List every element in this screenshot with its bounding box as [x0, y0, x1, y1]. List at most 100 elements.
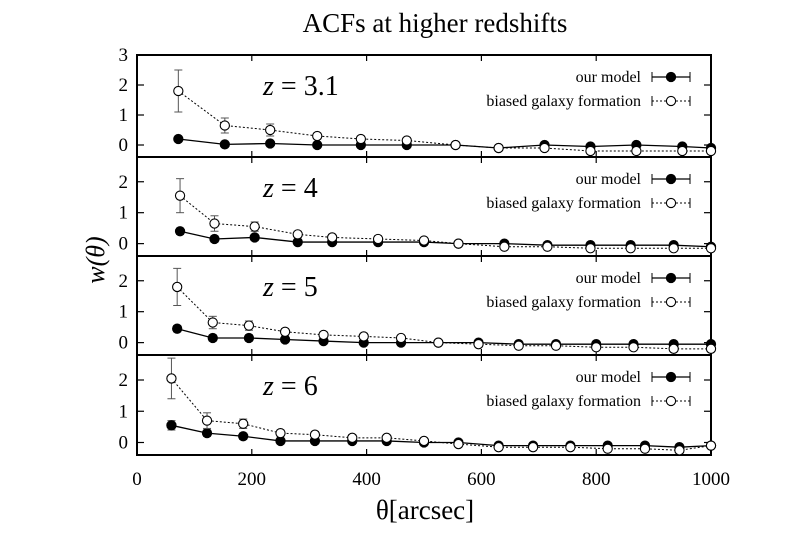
y-tick-label: 1: [119, 401, 129, 422]
data-point: [173, 85, 184, 97]
data-point: [527, 442, 539, 453]
data-point: [219, 139, 230, 150]
data-point: [550, 340, 562, 351]
data-point: [309, 429, 321, 440]
data-point: [355, 133, 367, 145]
series-line: [171, 378, 712, 451]
data-point: [172, 323, 183, 334]
data-point: [631, 145, 642, 157]
panel-4: 2 1 0 z = 6 our model biased galaxy formation: [119, 354, 717, 456]
data-point: [565, 442, 576, 453]
data-point: [625, 243, 636, 254]
y-tick-label: 2: [119, 172, 129, 193]
legend-label: our model: [576, 69, 642, 86]
data-point: [265, 138, 276, 149]
data-point: [166, 420, 177, 431]
data-point: [372, 233, 384, 245]
legend-marker: [665, 272, 677, 284]
x-tick-label: 800: [582, 469, 611, 490]
data-point: [705, 145, 717, 157]
data-point: [418, 435, 430, 447]
legend-marker: [665, 95, 677, 107]
data-point: [677, 145, 688, 157]
data-point: [591, 342, 602, 353]
legend-label: our model: [576, 171, 642, 188]
panel-frame: [136, 354, 712, 456]
data-point: [705, 440, 717, 451]
data-point: [279, 326, 291, 337]
legend-label: our model: [576, 369, 642, 386]
data-point: [209, 233, 220, 245]
series-line: [171, 424, 712, 448]
data-point: [539, 142, 550, 154]
data-point: [668, 243, 679, 254]
data-point: [453, 438, 464, 450]
data-point: [401, 135, 412, 146]
data-point: [243, 320, 255, 331]
y-tick-label: 0: [119, 433, 129, 454]
x-tick-label: 200: [238, 469, 267, 490]
y-axis-label: w(θ): [81, 236, 110, 283]
data-point: [450, 139, 461, 151]
y-tick-label: 0: [119, 135, 129, 156]
data-point: [674, 445, 685, 456]
data-point: [312, 130, 323, 142]
data-point: [173, 133, 184, 145]
legend-label: biased galaxy formation: [486, 393, 641, 410]
data-point: [602, 443, 613, 454]
series-biased-galaxy-formation: [174, 178, 717, 254]
x-axis: 0 200 400 600 800 1000: [132, 469, 730, 490]
data-point: [249, 232, 260, 243]
x-tick-label: 0: [132, 469, 142, 490]
panels: 3 2 1 0 z = 3.1 our model biased galaxy format…: [119, 45, 717, 456]
legend-label: biased galaxy formation: [486, 294, 641, 311]
redshift-label: z = 5: [262, 272, 318, 303]
panel-2: 2 1 0 z = 4 our model biased galaxy formation: [119, 156, 717, 257]
data-point: [207, 332, 218, 344]
data-point: [705, 243, 717, 254]
data-point: [174, 190, 186, 201]
legend-marker: [665, 395, 677, 407]
data-point: [628, 342, 639, 353]
data-point: [585, 145, 596, 157]
redshift-label: z = 3.1: [262, 71, 339, 102]
data-point: [201, 415, 213, 426]
data-point: [358, 331, 369, 342]
y-tick-label: 1: [119, 203, 129, 224]
data-point: [668, 343, 679, 354]
data-point: [493, 442, 504, 453]
data-point: [347, 432, 358, 443]
data-point: [174, 226, 186, 237]
y-tick-label: 3: [119, 45, 129, 66]
data-point: [238, 418, 249, 429]
panel-1: 3 2 1 0 z = 3.1 our model biased galaxy format…: [119, 45, 717, 158]
data-point: [243, 332, 255, 344]
legend-label: our model: [576, 270, 642, 287]
data-point: [395, 332, 407, 344]
y-tick-label: 1: [119, 302, 129, 323]
data-point: [433, 337, 444, 348]
y-tick-label: 2: [119, 370, 129, 391]
x-tick-label: 600: [467, 469, 496, 490]
series-line: [178, 138, 712, 149]
data-point: [238, 431, 249, 442]
series-biased-galaxy-formation: [166, 357, 717, 456]
redshift-label: z = 4: [262, 173, 318, 204]
data-point: [453, 238, 464, 249]
data-point: [249, 221, 260, 232]
data-point: [327, 232, 338, 243]
x-tick-label: 400: [352, 469, 381, 490]
y-tick-label: 0: [119, 234, 129, 255]
data-point: [172, 281, 183, 293]
chart-title: ACFs at higher redshifts: [303, 8, 568, 38]
data-point: [705, 343, 717, 354]
data-point: [499, 241, 510, 252]
legend-marker: [665, 371, 677, 383]
legend-marker: [665, 296, 677, 308]
y-tick-label: 1: [119, 105, 129, 126]
x-tick-label: 1000: [692, 469, 730, 490]
legend-label: biased galaxy formation: [486, 93, 641, 110]
redshift-label: z = 6: [262, 371, 318, 402]
y-tick-label: 0: [119, 333, 129, 354]
